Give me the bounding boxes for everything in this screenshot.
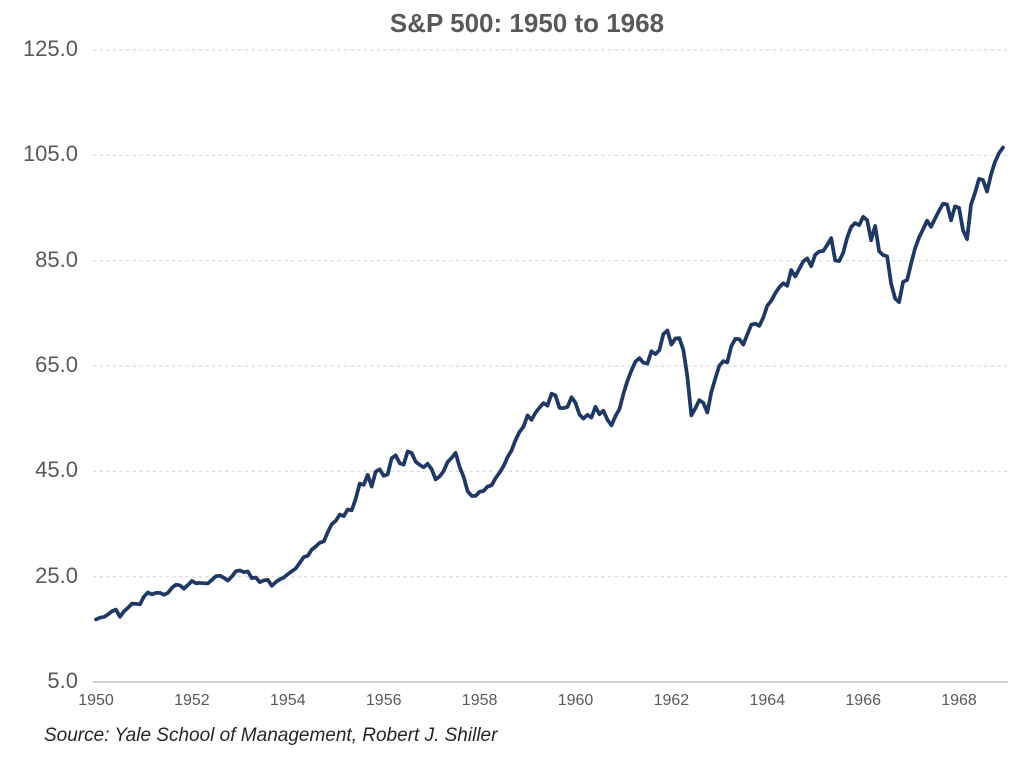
y-tick-label: 65.0 [35,352,78,377]
y-tick-label: 25.0 [35,562,78,588]
y-tick-label: 105.0 [22,141,78,167]
y-tick-label: 45.0 [35,457,78,483]
source-text: Source: Yale School of Management, Rober… [44,725,498,746]
y-tick-label: 85.0 [35,246,78,272]
x-tick-label: 1952 [174,692,210,709]
x-tick-label: 1950 [78,692,114,709]
chart-title: S&P 500: 1950 to 1968 [389,8,665,38]
x-tick-label: 1962 [653,692,690,709]
sp500-line-series [94,145,1005,622]
x-tick-label: 1960 [557,692,594,709]
y-tick-label: 5.0 [47,668,78,693]
x-tick-label: 1956 [365,692,402,709]
x-tick-label: 1964 [749,692,786,709]
x-tick-label: 1966 [845,692,881,709]
y-tick-label: 125.0 [22,36,78,61]
x-tick-label: 1958 [461,692,498,709]
x-tick-label: 1954 [270,692,306,709]
x-tick-label: 1968 [941,692,977,709]
